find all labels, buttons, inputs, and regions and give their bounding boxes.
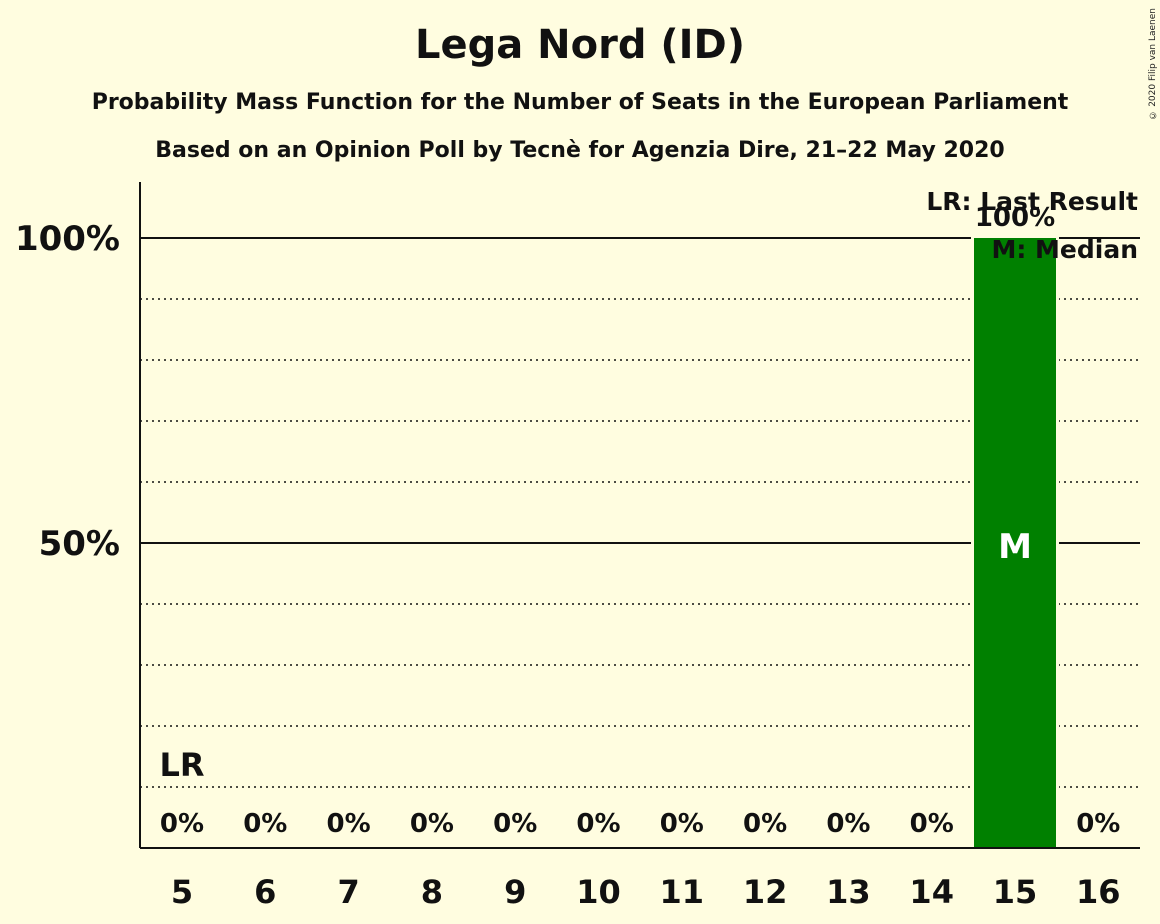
median-marker: M (998, 527, 1032, 567)
chart-subtitle-2: Based on an Opinion Poll by Tecnè for Ag… (155, 138, 1005, 163)
value-label: 0% (410, 809, 454, 839)
value-label: 100% (975, 203, 1055, 233)
x-tick-label: 8 (421, 873, 443, 911)
x-tick-label: 13 (826, 873, 871, 911)
x-tick-label: 9 (504, 873, 526, 911)
x-tick-label: 14 (909, 873, 954, 911)
x-tick-label: 7 (337, 873, 359, 911)
value-label: 0% (1076, 809, 1120, 839)
value-label: 0% (493, 809, 537, 839)
x-tick-label: 15 (993, 873, 1038, 911)
x-tick-label: 11 (660, 873, 705, 911)
last-result-marker: LR (159, 746, 204, 784)
value-label: 0% (743, 809, 787, 839)
legend-entry: LR: Last Result (926, 187, 1138, 216)
chart-subtitle-1: Probability Mass Function for the Number… (91, 90, 1069, 115)
value-label: 0% (826, 809, 870, 839)
bar-seats-15 (974, 238, 1056, 848)
chart-title: Lega Nord (ID) (414, 22, 746, 68)
value-label: 0% (660, 809, 704, 839)
value-label: 0% (160, 809, 204, 839)
x-tick-label: 16 (1076, 873, 1121, 911)
x-tick-label: 10 (576, 873, 621, 911)
y-tick-label: 50% (39, 524, 120, 564)
value-label: 0% (243, 809, 287, 839)
x-tick-label: 12 (743, 873, 788, 911)
x-tick-label: 5 (171, 873, 193, 911)
value-label: 0% (327, 809, 371, 839)
value-label: 0% (576, 809, 620, 839)
value-label: 0% (910, 809, 954, 839)
legend-entry: M: Median (991, 235, 1138, 264)
x-tick-label: 6 (254, 873, 276, 911)
y-tick-label: 100% (15, 219, 120, 259)
